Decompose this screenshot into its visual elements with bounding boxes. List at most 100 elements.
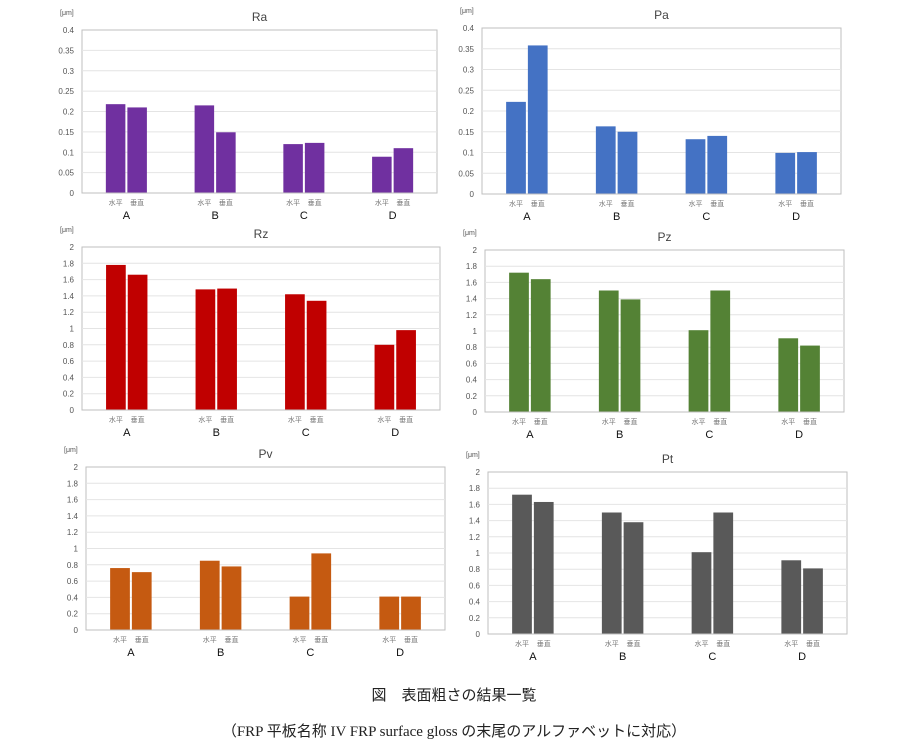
category-label: C (702, 211, 710, 223)
bar-C-horizontal (685, 139, 706, 194)
series-sub-label: 垂直 (620, 199, 634, 208)
series-sub-label: 水平 (197, 198, 211, 207)
series-sub-label: 水平 (602, 417, 616, 426)
series-sub-label: 垂直 (806, 639, 820, 648)
series-sub-label: 垂直 (310, 415, 324, 424)
y-tick-label: 1.2 (466, 311, 478, 320)
bar-D-horizontal (374, 344, 395, 410)
y-tick-label: 0.4 (67, 593, 79, 602)
y-tick-label: 1.8 (63, 259, 75, 268)
bar-B-horizontal (598, 290, 619, 412)
bar-A-horizontal (509, 272, 529, 412)
bar-C-vertical (707, 135, 728, 194)
bar-C-horizontal (289, 596, 310, 630)
series-sub-label: 垂直 (135, 635, 149, 644)
series-sub-label: 水平 (382, 635, 396, 644)
series-sub-label: 垂直 (531, 199, 545, 208)
series-sub-label: 水平 (293, 635, 307, 644)
y-tick-label: 0.1 (63, 148, 75, 157)
category-label: B (211, 210, 218, 222)
category-label: B (613, 211, 620, 223)
y-tick-label: 1.6 (67, 496, 79, 505)
y-tick-label: 0.2 (466, 392, 478, 401)
bar-A-vertical (127, 107, 147, 193)
category-label: B (616, 429, 623, 441)
y-tick-label: 0 (476, 630, 481, 639)
category-label: D (795, 429, 803, 441)
bar-C-vertical (306, 300, 327, 410)
category-label: A (523, 211, 531, 223)
y-tick-label: 1.4 (469, 517, 481, 526)
series-sub-label: 垂直 (308, 198, 322, 207)
y-tick-label: 0.6 (63, 357, 75, 366)
category-label: A (529, 651, 537, 663)
series-sub-label: 垂直 (224, 635, 238, 644)
y-tick-label: 0.15 (58, 128, 74, 137)
unit-label: [μm] (60, 10, 74, 17)
y-tick-label: 1.4 (466, 295, 478, 304)
bar-A-horizontal (506, 101, 526, 194)
series-sub-label: 水平 (109, 198, 123, 207)
series-sub-label: 垂直 (399, 415, 413, 424)
y-tick-label: 0.3 (63, 67, 75, 76)
series-sub-label: 垂直 (716, 639, 730, 648)
y-tick-label: 0.4 (466, 376, 478, 385)
bar-B-horizontal (595, 126, 616, 194)
bar-B-vertical (216, 132, 236, 193)
category-label: D (798, 651, 806, 663)
y-tick-label: 1 (476, 549, 481, 558)
bar-B-horizontal (195, 289, 216, 410)
y-tick-label: 0.4 (63, 373, 75, 382)
y-tick-label: 0 (473, 408, 478, 417)
series-sub-label: 垂直 (219, 198, 233, 207)
bar-B-vertical (620, 299, 641, 412)
y-tick-label: 0.4 (463, 24, 475, 33)
series-sub-label: 垂直 (537, 639, 551, 648)
series-sub-label: 垂直 (404, 635, 418, 644)
chart-title: Rz (254, 227, 269, 241)
y-tick-label: 2 (70, 243, 75, 252)
bar-A-vertical (527, 45, 548, 195)
category-label: A (123, 427, 131, 439)
category-label: D (391, 427, 399, 439)
series-sub-label: 水平 (692, 417, 706, 426)
bar-C-horizontal (285, 294, 305, 410)
category-label: A (127, 647, 135, 659)
series-sub-label: 水平 (689, 199, 703, 208)
y-tick-label: 0.35 (58, 46, 74, 55)
series-sub-label: 水平 (781, 417, 795, 426)
bar-A-horizontal (512, 494, 532, 634)
bar-A-horizontal (110, 568, 130, 630)
unit-label: [μm] (460, 8, 474, 15)
bar-B-vertical (217, 288, 237, 410)
bar-D-horizontal (781, 560, 802, 634)
category-label: A (526, 429, 534, 441)
series-sub-label: 水平 (203, 635, 217, 644)
category-label: A (123, 210, 131, 222)
y-tick-label: 0.8 (67, 561, 79, 570)
bar-C-horizontal (283, 144, 303, 193)
y-tick-label: 1 (70, 325, 75, 334)
bar-A-vertical (533, 501, 554, 634)
y-tick-label: 1.8 (469, 484, 481, 493)
unit-label: [μm] (463, 230, 477, 237)
series-sub-label: 垂直 (800, 199, 814, 208)
y-tick-label: 1 (74, 545, 79, 554)
series-sub-label: 垂直 (713, 417, 727, 426)
y-tick-label: 0.2 (67, 610, 79, 619)
series-sub-label: 水平 (512, 417, 526, 426)
bar-A-horizontal (105, 104, 126, 193)
bar-D-vertical (396, 330, 416, 410)
series-sub-label: 垂直 (626, 639, 640, 648)
y-tick-label: 2 (74, 463, 79, 472)
category-label: C (302, 427, 310, 439)
bar-C-horizontal (691, 552, 712, 634)
y-tick-label: 0.8 (63, 341, 75, 350)
bar-A-vertical (530, 279, 551, 412)
series-sub-label: 水平 (375, 198, 389, 207)
bar-A-vertical (127, 274, 148, 410)
category-label: C (300, 210, 308, 222)
chart-title: Pt (662, 452, 674, 466)
